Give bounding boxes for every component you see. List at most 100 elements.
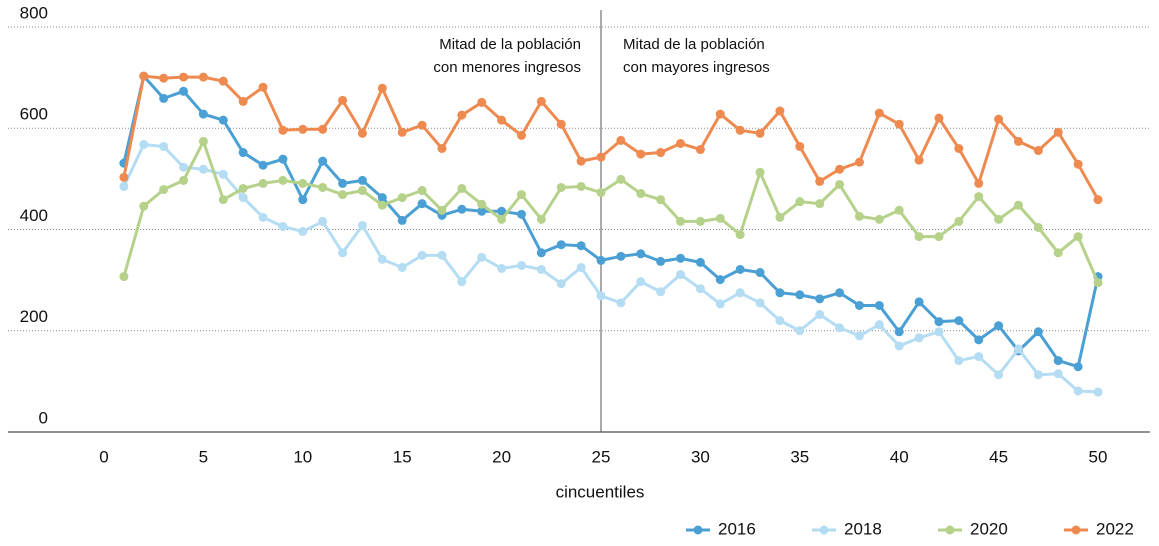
point	[278, 154, 288, 164]
point	[238, 183, 248, 193]
x-tick-label: 45	[989, 447, 1008, 466]
point	[357, 220, 367, 230]
point	[815, 176, 825, 186]
point	[298, 195, 308, 205]
point	[238, 148, 248, 158]
point	[417, 186, 427, 196]
point	[815, 294, 825, 304]
point	[218, 76, 228, 86]
point	[715, 275, 725, 285]
point	[735, 264, 745, 274]
point	[556, 240, 566, 250]
point	[179, 162, 189, 172]
point	[954, 316, 964, 326]
point	[934, 317, 944, 327]
point	[934, 113, 944, 123]
point	[576, 262, 586, 272]
point	[516, 130, 526, 140]
point	[556, 279, 566, 289]
point	[457, 110, 467, 120]
point	[377, 254, 387, 264]
point	[616, 135, 626, 145]
point	[536, 248, 546, 258]
x-tick-label: 20	[492, 447, 511, 466]
point	[676, 138, 686, 148]
point	[1093, 278, 1103, 288]
point	[636, 149, 646, 159]
point	[198, 164, 208, 174]
point	[954, 216, 964, 226]
point	[218, 195, 228, 205]
point	[318, 156, 328, 166]
point	[596, 291, 606, 301]
point	[854, 331, 864, 341]
point	[775, 106, 785, 116]
point	[338, 95, 348, 105]
point	[536, 214, 546, 224]
point	[318, 124, 328, 134]
point	[218, 169, 228, 179]
point	[338, 190, 348, 200]
point	[974, 178, 984, 188]
point	[457, 277, 467, 287]
point	[1033, 222, 1043, 232]
point	[735, 288, 745, 298]
point	[656, 287, 666, 297]
point	[695, 145, 705, 155]
point	[835, 323, 845, 333]
point	[954, 356, 964, 366]
point	[735, 230, 745, 240]
x-tick-label: 25	[592, 447, 611, 466]
x-tick-label: 15	[393, 447, 412, 466]
point	[874, 214, 884, 224]
point	[914, 155, 924, 165]
point	[596, 188, 606, 198]
point	[874, 320, 884, 330]
point	[576, 156, 586, 166]
point	[437, 250, 447, 260]
point	[636, 277, 646, 287]
point	[914, 232, 924, 242]
y-tick-label: 800	[20, 3, 48, 22]
point	[815, 199, 825, 209]
point	[179, 72, 189, 82]
x-tick-label: 0	[99, 447, 108, 466]
point	[715, 299, 725, 309]
point	[119, 272, 129, 282]
point	[258, 160, 268, 170]
point	[159, 93, 169, 103]
point	[258, 82, 268, 92]
point	[139, 201, 149, 211]
point	[159, 185, 169, 195]
point	[417, 250, 427, 260]
legend-label: 2016	[718, 519, 756, 538]
legend-label: 2018	[844, 519, 882, 538]
point	[179, 175, 189, 185]
point	[695, 257, 705, 267]
series	[119, 136, 1103, 288]
point	[377, 200, 387, 210]
point	[974, 352, 984, 362]
point	[974, 335, 984, 345]
point	[854, 211, 864, 221]
annotation: con menores ingresos	[433, 59, 581, 76]
point	[218, 115, 228, 125]
point	[1093, 387, 1103, 397]
point	[795, 326, 805, 336]
x-tick-label: 35	[790, 447, 809, 466]
point	[755, 298, 765, 308]
point	[437, 144, 447, 153]
point	[874, 108, 884, 118]
annotation: Mitad de la población	[439, 36, 581, 53]
point	[437, 205, 447, 215]
point	[119, 172, 129, 182]
point	[477, 97, 487, 107]
point	[198, 136, 208, 146]
point	[1053, 248, 1063, 258]
point	[1073, 159, 1083, 169]
point	[715, 109, 725, 119]
point	[835, 288, 845, 298]
point	[1073, 386, 1083, 396]
point	[318, 216, 328, 226]
point	[397, 127, 407, 137]
